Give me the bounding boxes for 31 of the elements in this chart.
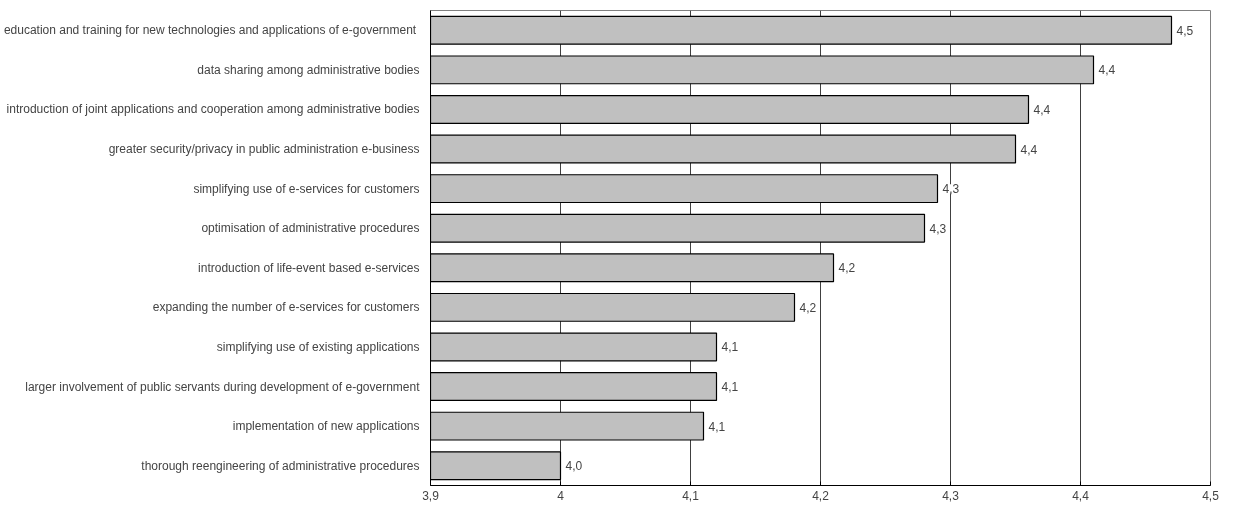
x-tick-label: 4,5 [1202,488,1220,503]
x-tick-label: 3,9 [422,488,440,503]
y-tick-label: greater security/privacy in public administration e-business [108,142,420,157]
y-tick-label: data sharing among administrative bodies [197,62,420,77]
x-tick-label: 4,3 [942,488,960,503]
data-label: 4,1 [708,419,726,434]
y-tick-label: simplifying use of existing applications [216,339,420,354]
y-tick-label: implementation of new applications [232,419,420,434]
y-tick-label: larger involvement of public servants during development of e-government [25,379,421,394]
x-tick-label: 4,1 [682,488,700,503]
x-tick-label: 4,4 [1072,488,1090,503]
data-label: 4,3 [942,182,960,197]
y-tick-label: thorough reengineering of administrative procedures [141,458,420,473]
data-label: 4,1 [721,380,739,395]
data-label: 4,0 [565,459,583,474]
y-tick-label: introduction of joint applications and cooperation among administrative bodies [6,102,420,117]
y-tick-label: education and training for new technologies and applications of e-government [3,23,417,38]
data-label: 4,4 [1033,102,1051,117]
x-tick-label: 4,2 [812,488,830,503]
data-label: 4,2 [838,261,856,276]
data-label: 4,1 [721,340,739,355]
data-label: 4,3 [929,221,947,236]
y-tick-label: introduction of life-event based e-services [198,260,420,275]
data-label: 4,5 [1176,23,1194,38]
data-label: 4,4 [1020,142,1038,157]
x-tick-label: 4 [557,488,565,503]
data-label: 4,2 [799,300,817,315]
y-tick-label: optimisation of administrative procedures [201,221,420,236]
data-label: 4,4 [1098,63,1116,78]
y-tick-label: expanding the number of e-services for customers [152,300,420,315]
y-tick-label: simplifying use of e-services for customers [193,181,420,196]
